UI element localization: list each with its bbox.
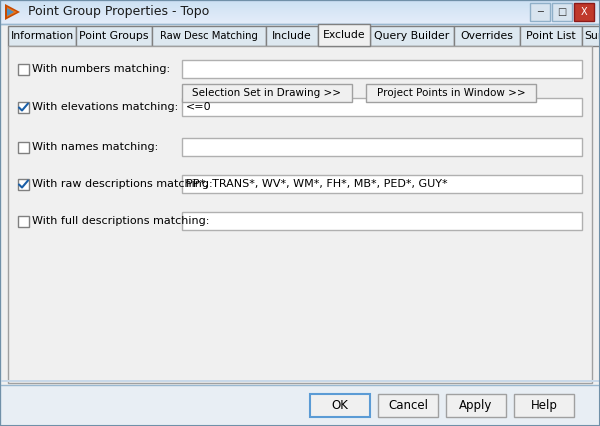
- Bar: [18, 216, 29, 227]
- Bar: [182, 175, 582, 193]
- Text: Point Group Properties - Topo: Point Group Properties - Topo: [28, 6, 209, 18]
- Bar: [446, 394, 506, 417]
- Polygon shape: [7, 8, 14, 16]
- Bar: [0, 0, 600, 1]
- Bar: [0, 4, 600, 5]
- Bar: [0, 6, 600, 7]
- Text: Exclude: Exclude: [323, 30, 365, 40]
- Text: Point Groups: Point Groups: [79, 31, 149, 41]
- Bar: [8, 26, 76, 46]
- Text: Cancel: Cancel: [388, 399, 428, 412]
- Bar: [0, 8, 600, 9]
- Bar: [0, 3, 600, 4]
- Bar: [0, 385, 600, 426]
- Text: PP*, TRANS*, WV*, WM*, FH*, MB*, PED*, GUY*: PP*, TRANS*, WV*, WM*, FH*, MB*, PED*, G…: [186, 179, 448, 189]
- Bar: [366, 84, 536, 102]
- Text: OK: OK: [332, 399, 349, 412]
- Bar: [370, 26, 454, 46]
- Bar: [0, 13, 600, 14]
- Bar: [0, 23, 600, 24]
- Bar: [18, 178, 29, 190]
- Bar: [0, 7, 600, 8]
- Text: With numbers matching:: With numbers matching:: [32, 64, 170, 74]
- Bar: [378, 394, 438, 417]
- Bar: [520, 26, 582, 46]
- Text: Raw Desc Matching: Raw Desc Matching: [160, 31, 258, 41]
- Text: With names matching:: With names matching:: [32, 142, 158, 152]
- Bar: [182, 212, 582, 230]
- Text: Include: Include: [272, 31, 312, 41]
- Bar: [0, 20, 600, 21]
- Bar: [0, 16, 600, 17]
- Bar: [182, 98, 582, 116]
- Bar: [454, 26, 520, 46]
- Bar: [0, 11, 600, 12]
- Bar: [0, 21, 600, 22]
- Bar: [0, 5, 600, 6]
- Text: X: X: [581, 7, 587, 17]
- Bar: [0, 2, 600, 3]
- Bar: [0, 17, 600, 18]
- Text: With elevations matching:: With elevations matching:: [32, 102, 178, 112]
- Bar: [182, 138, 582, 156]
- Text: Overrides: Overrides: [461, 31, 514, 41]
- Text: Summary: Summary: [584, 31, 600, 41]
- Polygon shape: [7, 7, 17, 17]
- Text: □: □: [557, 7, 566, 17]
- Text: Query Builder: Query Builder: [374, 31, 449, 41]
- Bar: [582, 26, 600, 46]
- Bar: [552, 3, 572, 21]
- Text: ─: ─: [537, 7, 543, 17]
- Text: With raw descriptions matching:: With raw descriptions matching:: [32, 179, 212, 189]
- Bar: [18, 141, 29, 153]
- Bar: [514, 394, 574, 417]
- Bar: [152, 26, 266, 46]
- Bar: [0, 18, 600, 19]
- Text: Project Points in Window >>: Project Points in Window >>: [377, 88, 526, 98]
- Bar: [0, 380, 600, 382]
- Polygon shape: [5, 4, 20, 20]
- Text: Information: Information: [10, 31, 74, 41]
- Bar: [574, 3, 594, 21]
- Bar: [76, 26, 152, 46]
- Text: Selection Set in Drawing >>: Selection Set in Drawing >>: [193, 88, 341, 98]
- Bar: [0, 15, 600, 16]
- Bar: [0, 9, 600, 10]
- Bar: [318, 24, 370, 46]
- Bar: [0, 19, 600, 20]
- Bar: [182, 60, 582, 78]
- Bar: [182, 84, 352, 102]
- Bar: [8, 46, 592, 383]
- Bar: [266, 26, 318, 46]
- Bar: [530, 3, 550, 21]
- Bar: [18, 63, 29, 75]
- Bar: [0, 10, 600, 11]
- Bar: [0, 0, 600, 24]
- Bar: [0, 12, 600, 13]
- Text: <=0: <=0: [186, 102, 212, 112]
- Bar: [0, 22, 600, 23]
- Text: With full descriptions matching:: With full descriptions matching:: [32, 216, 209, 226]
- Bar: [18, 101, 29, 112]
- Text: Apply: Apply: [460, 399, 493, 412]
- Bar: [0, 14, 600, 15]
- Bar: [310, 394, 370, 417]
- Text: Help: Help: [530, 399, 557, 412]
- Bar: [0, 1, 600, 2]
- Text: Point List: Point List: [526, 31, 576, 41]
